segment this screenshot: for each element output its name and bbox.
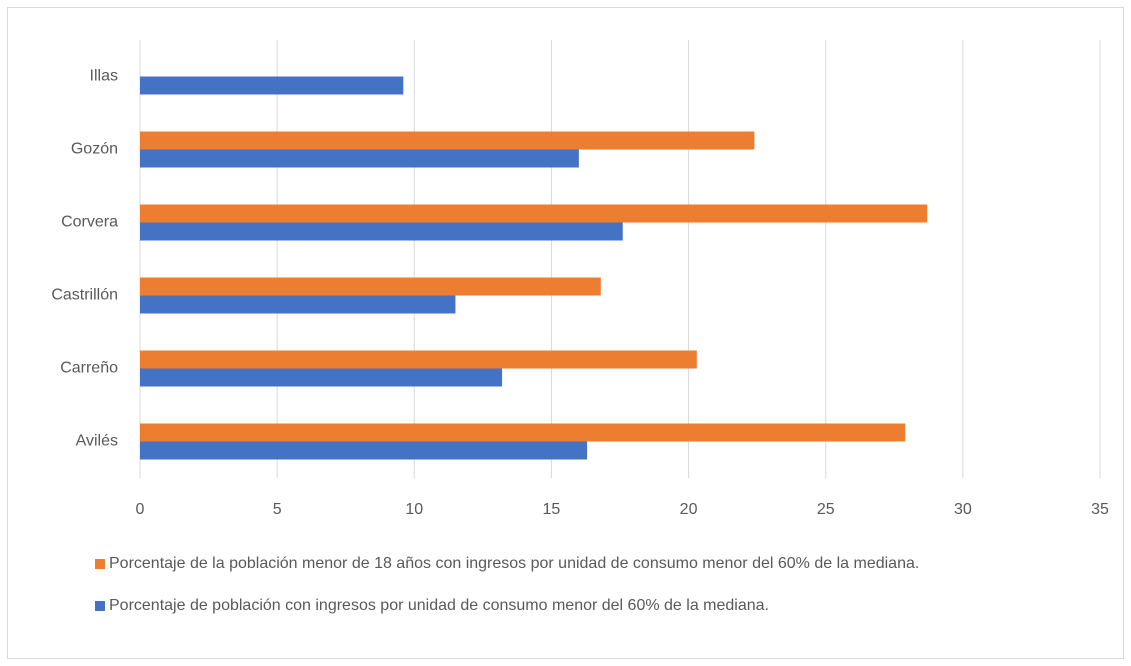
legend-item: Porcentaje de la población menor de 18 a… (95, 552, 1095, 576)
legend-item: Porcentaje de población con ingresos por… (95, 594, 1095, 618)
bar (140, 423, 906, 442)
legend: Porcentaje de la población menor de 18 a… (95, 552, 1095, 636)
legend-swatch (95, 559, 105, 569)
legend-label: Porcentaje de la población menor de 18 a… (109, 555, 920, 572)
bar (140, 441, 588, 460)
legend-label: Porcentaje de población con ingresos por… (109, 597, 769, 614)
y-tick-label: Carreño (60, 360, 118, 377)
x-tick-label: 10 (405, 501, 423, 518)
bar (140, 149, 579, 168)
bar (140, 131, 755, 150)
bar (140, 295, 456, 314)
y-tick-label: Castrillón (51, 287, 118, 304)
x-tick-label: 35 (1091, 501, 1109, 518)
bar (140, 204, 928, 223)
y-tick-label: Gozón (71, 141, 118, 158)
x-tick-label: 30 (954, 501, 972, 518)
bar (140, 222, 623, 241)
bar (140, 368, 503, 387)
y-tick-label: Illas (90, 68, 118, 85)
chart-border (7, 7, 1124, 659)
x-tick-label: 20 (680, 501, 698, 518)
y-tick-label: Corvera (61, 214, 118, 231)
bar (140, 350, 697, 369)
y-tick-label: Avilés (76, 433, 118, 450)
x-tick-label: 5 (273, 501, 282, 518)
x-tick-label: 15 (543, 501, 561, 518)
bar (140, 277, 601, 296)
x-tick-label: 25 (817, 501, 835, 518)
x-tick-label: 0 (136, 501, 145, 518)
legend-swatch (95, 601, 105, 611)
bar (140, 76, 404, 95)
